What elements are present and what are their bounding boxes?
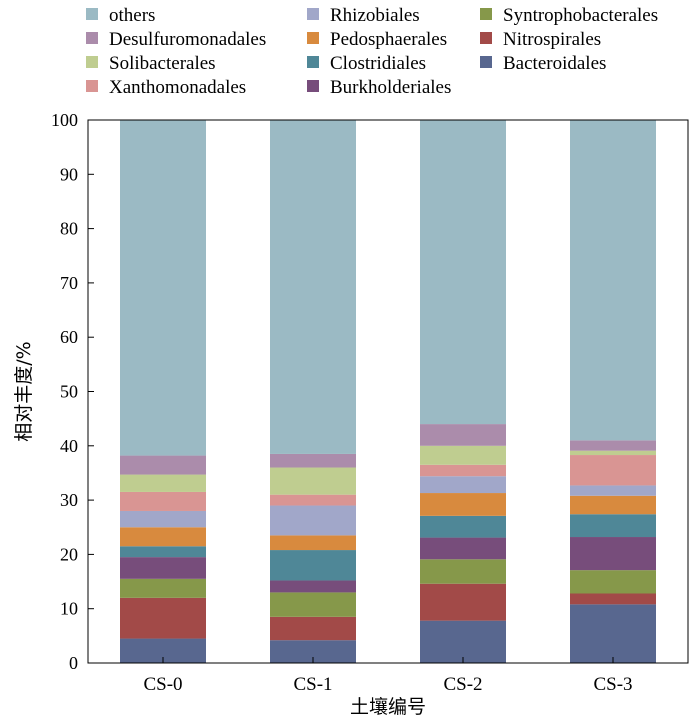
bar-segment-cs-1-rhizobiales bbox=[270, 505, 356, 536]
legend-swatch-rhizobiales bbox=[307, 8, 319, 20]
bar-segment-cs-0-xanthomonadales bbox=[120, 491, 206, 511]
bar-segment-cs-1-xanthomonadales bbox=[270, 494, 356, 506]
legend-swatch-solibacterales bbox=[86, 56, 98, 68]
bar-segment-cs-1-syntrophobacterales bbox=[270, 592, 356, 617]
bar-segment-cs-2-pedosphaerales bbox=[420, 493, 506, 516]
bar-segment-cs-2-burkholderiales bbox=[420, 537, 506, 560]
legend-label-solibacterales: Solibacterales bbox=[109, 53, 216, 74]
legend-label-xanthomonadales: Xanthomonadales bbox=[109, 77, 246, 98]
y-tick-label: 50 bbox=[60, 382, 78, 402]
bar-segment-cs-0-desulfuromonadales bbox=[120, 455, 206, 475]
y-axis: 0 10 20 30 40 50 60 70 80 90 100 bbox=[51, 110, 94, 673]
bar-segment-cs-3-solibacterales bbox=[570, 450, 656, 456]
bar-segment-cs-1-pedosphaerales bbox=[270, 535, 356, 551]
bar-segment-cs-3-clostridiales bbox=[570, 514, 656, 538]
x-tick-label-cs-2: CS-2 bbox=[443, 674, 482, 695]
bar-segment-cs-0-rhizobiales bbox=[120, 510, 206, 528]
bars bbox=[120, 120, 656, 663]
bar-segment-cs-3-xanthomonadales bbox=[570, 455, 656, 486]
bar-segment-cs-2-xanthomonadales bbox=[420, 464, 506, 477]
bar-segment-cs-1-clostridiales bbox=[270, 550, 356, 581]
legend-label-nitrospirales: Nitrospirales bbox=[503, 29, 601, 50]
bar-segment-cs-2-rhizobiales bbox=[420, 476, 506, 494]
bar-segment-cs-1-nitrospirales bbox=[270, 616, 356, 641]
bar-segment-cs-0-nitrospirales bbox=[120, 597, 206, 639]
legend-label-bacteroidales: Bacteroidales bbox=[503, 53, 606, 74]
x-tick-label-cs-0: CS-0 bbox=[143, 674, 182, 695]
legend-swatch-xanthomonadales bbox=[86, 80, 98, 92]
bar-segment-cs-3-syntrophobacterales bbox=[570, 570, 656, 594]
bar-segment-cs-0-others bbox=[120, 120, 206, 456]
y-tick-label: 100 bbox=[51, 110, 78, 130]
y-tick-label: 80 bbox=[60, 219, 78, 239]
legend-swatch-bacteroidales bbox=[480, 56, 492, 68]
bar-segment-cs-3-rhizobiales bbox=[570, 485, 656, 496]
y-tick-label: 20 bbox=[60, 544, 78, 564]
bar-segment-cs-2-syntrophobacterales bbox=[420, 559, 506, 584]
legend-swatch-pedosphaerales bbox=[307, 32, 319, 44]
bar-segment-cs-3-others bbox=[570, 120, 656, 441]
bar-segment-cs-2-solibacterales bbox=[420, 445, 506, 465]
y-axis-label: 相对丰度/% bbox=[13, 341, 35, 441]
legend-label-clostridiales: Clostridiales bbox=[330, 53, 426, 74]
x-axis: CS-0 CS-1 CS-2 CS-3 bbox=[143, 657, 633, 695]
legend-swatch-others bbox=[86, 8, 98, 20]
bar-segment-cs-0-clostridiales bbox=[120, 546, 206, 558]
x-tick-label-cs-1: CS-1 bbox=[293, 674, 332, 695]
bar-segment-cs-2-nitrospirales bbox=[420, 583, 506, 621]
y-tick-label: 60 bbox=[60, 327, 78, 347]
legend-swatch-nitrospirales bbox=[480, 32, 492, 44]
legend-swatch-burkholderiales bbox=[307, 80, 319, 92]
bar-segment-cs-1-others bbox=[270, 120, 356, 454]
bar-segment-cs-0-pedosphaerales bbox=[120, 527, 206, 547]
legend: others Rhizobiales Syntrophobacterales Desu… bbox=[86, 5, 658, 98]
bar-segment-cs-3-bacteroidales bbox=[570, 604, 656, 663]
bar-segment-cs-3-pedosphaerales bbox=[570, 495, 656, 515]
bar-segment-cs-0-syntrophobacterales bbox=[120, 578, 206, 598]
y-tick-label: 70 bbox=[60, 273, 78, 293]
x-axis-label: 土壤编号 bbox=[350, 696, 426, 718]
y-tick-label: 0 bbox=[69, 653, 78, 673]
bar-segment-cs-3-burkholderiales bbox=[570, 537, 656, 571]
legend-label-pedosphaerales: Pedosphaerales bbox=[330, 29, 447, 50]
legend-label-burkholderiales: Burkholderiales bbox=[330, 77, 451, 98]
legend-label-syntrophobacterales: Syntrophobacterales bbox=[503, 5, 658, 26]
y-tick-label: 90 bbox=[60, 164, 78, 184]
bar-segment-cs-0-burkholderiales bbox=[120, 557, 206, 579]
legend-label-desulfuromonadales: Desulfuromonadales bbox=[109, 29, 266, 50]
bar-segment-cs-1-bacteroidales bbox=[270, 640, 356, 663]
legend-swatch-desulfuromonadales bbox=[86, 32, 98, 44]
bar-segment-cs-1-solibacterales bbox=[270, 467, 356, 495]
legend-label-others: others bbox=[109, 5, 155, 26]
bar-segment-cs-0-solibacterales bbox=[120, 474, 206, 492]
bar-segment-cs-2-desulfuromonadales bbox=[420, 424, 506, 446]
plot-frame bbox=[87, 119, 689, 664]
bar-segment-cs-2-others bbox=[420, 120, 506, 425]
x-tick-label-cs-3: CS-3 bbox=[593, 674, 632, 695]
legend-swatch-syntrophobacterales bbox=[480, 8, 492, 20]
bar-segment-cs-2-clostridiales bbox=[420, 515, 506, 538]
bar-segment-cs-3-desulfuromonadales bbox=[570, 440, 656, 451]
bar-segment-cs-1-burkholderiales bbox=[270, 580, 356, 593]
legend-label-rhizobiales: Rhizobiales bbox=[330, 5, 420, 26]
bar-segment-cs-1-desulfuromonadales bbox=[270, 453, 356, 468]
y-tick-label: 10 bbox=[60, 599, 78, 619]
bar-segment-cs-2-bacteroidales bbox=[420, 620, 506, 663]
y-tick-label: 30 bbox=[60, 490, 78, 510]
y-tick-label: 40 bbox=[60, 436, 78, 456]
bar-segment-cs-3-nitrospirales bbox=[570, 593, 656, 605]
legend-swatch-clostridiales bbox=[307, 56, 319, 68]
